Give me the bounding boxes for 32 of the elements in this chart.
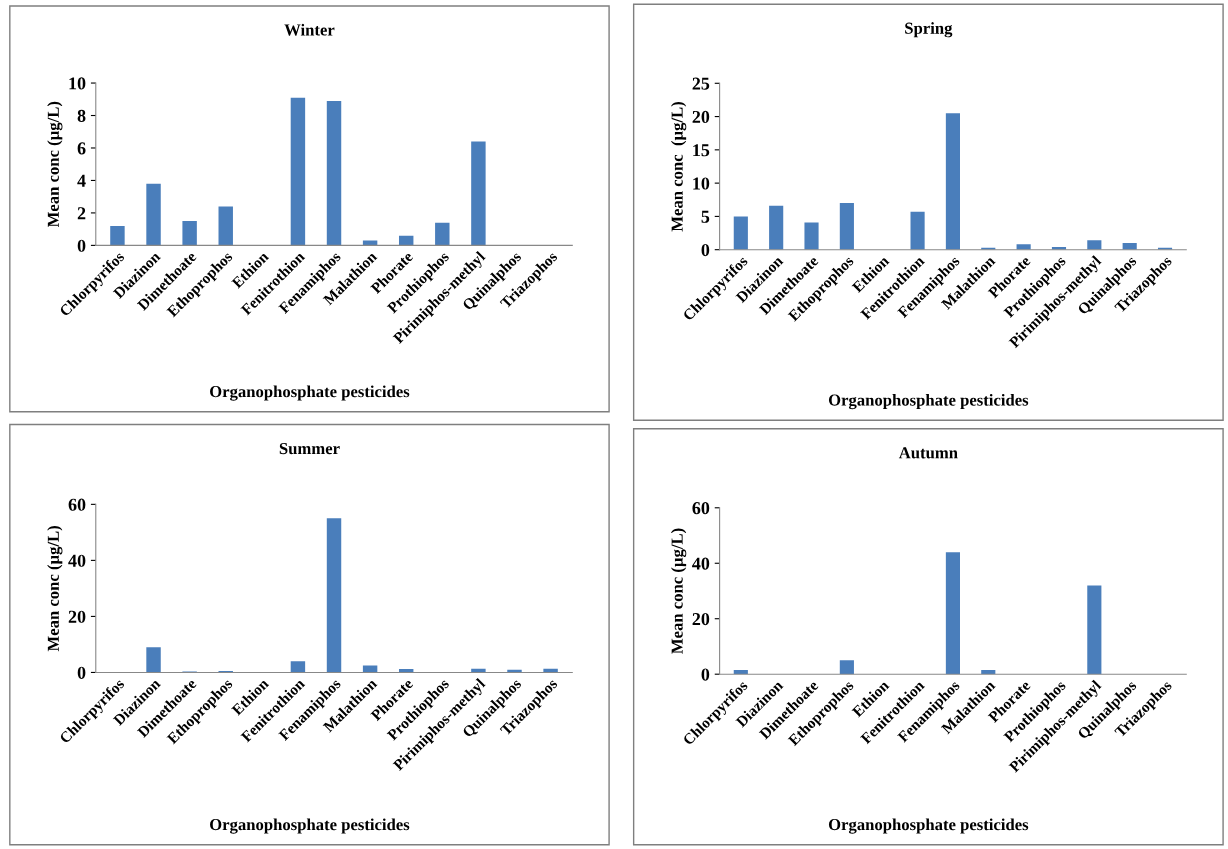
y-tick-label: 20	[692, 612, 710, 626]
x-axis-title: Organophosphate pesticides	[210, 818, 410, 834]
y-tick-label: 0	[77, 666, 86, 679]
chart-title: Winter	[284, 23, 335, 36]
y-tick-label: 0	[701, 668, 710, 681]
y-tick-label: 60	[692, 502, 710, 515]
chart-title: Autumn	[898, 447, 958, 459]
y-tick-label: 20	[68, 610, 86, 623]
y-axis-title: Mean conc (µg/L)	[671, 102, 687, 232]
y-axis-title: Mean conc (µg/L)	[47, 101, 63, 228]
y-tick-label: 60	[68, 498, 86, 511]
y-axis-title: Mean conc (µg/L)	[671, 528, 687, 654]
y-tick-label: 2	[77, 207, 86, 220]
chart-title: Spring	[905, 22, 953, 38]
y-tick-label: 6	[77, 142, 86, 155]
y-tick-label: 10	[693, 177, 710, 190]
chart-title: Summer	[279, 442, 340, 455]
y-tick-label: 8	[77, 109, 86, 122]
y-tick-label: 5	[701, 210, 710, 223]
y-axis-title: Mean conc (µg/L)	[47, 526, 63, 652]
y-tick-label: 0	[77, 239, 86, 252]
y-tick-label: 25	[692, 77, 710, 90]
y-tick-label: 4	[77, 174, 86, 187]
y-tick-label: 40	[68, 554, 86, 567]
y-tick-label: 20	[692, 110, 710, 124]
x-axis-title: Organophosphate pesticides	[210, 385, 410, 401]
y-tick-label: 40	[692, 557, 710, 570]
x-axis-title: Organophosphate pesticides	[828, 818, 1029, 834]
y-tick-label: 10	[69, 77, 86, 90]
x-axis-title: Organophosphate pesticides	[828, 393, 1029, 410]
y-tick-label: 15	[693, 144, 710, 157]
y-tick-label: 0	[701, 243, 710, 257]
